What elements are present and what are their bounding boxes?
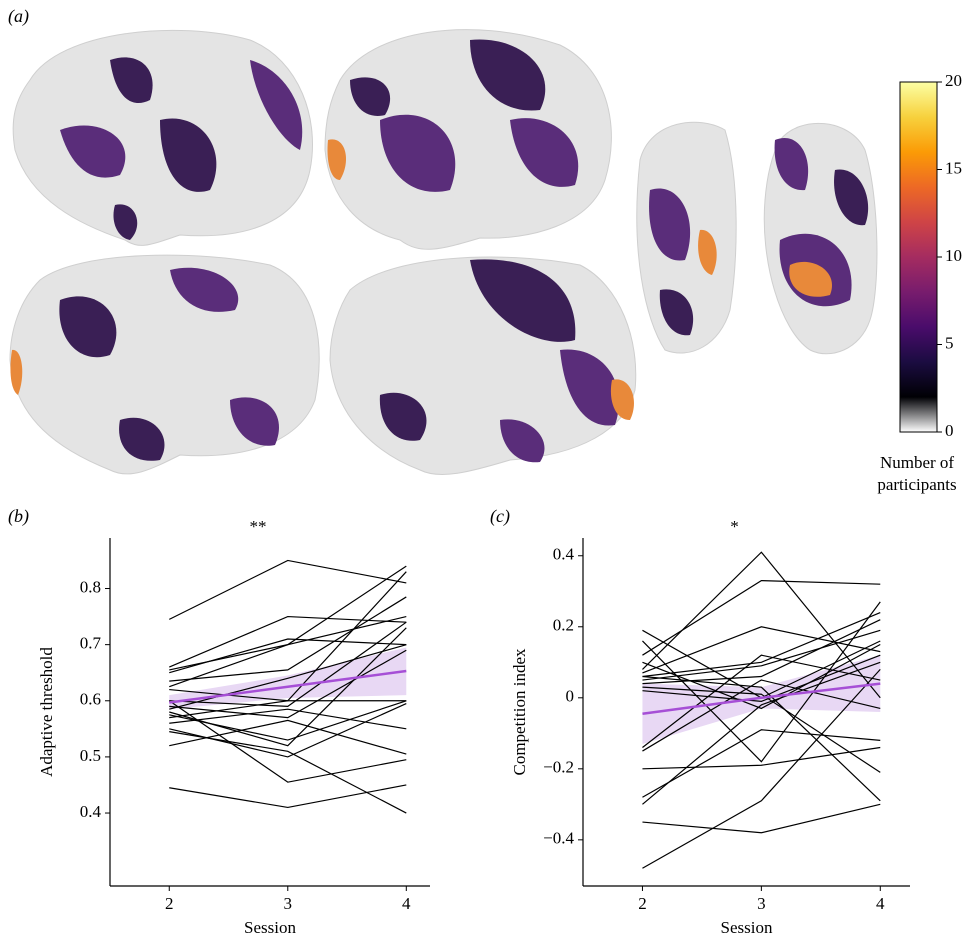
x-tick-label: 2	[638, 894, 647, 913]
colorbar-label: Number of participants	[858, 452, 969, 496]
brain-views	[10, 30, 877, 475]
participant-line	[642, 804, 880, 832]
x-axis-label: Session	[721, 918, 773, 937]
y-tick-label: 0.5	[80, 746, 101, 765]
panel-label: (b)	[8, 506, 29, 527]
panel-label: (c)	[490, 506, 510, 527]
significance: *	[730, 517, 739, 536]
participant-line	[169, 785, 406, 807]
x-axis-label: Session	[244, 918, 296, 937]
x-tick-label: 3	[284, 894, 293, 913]
x-tick-label: 3	[757, 894, 766, 913]
y-tick-label: 0.8	[80, 577, 101, 596]
significance: **	[250, 517, 267, 536]
colorbar-tick-label: 5	[945, 333, 954, 352]
figure: (a)05101520(b)**0.40.50.60.70.8234Sessio…	[0, 0, 969, 939]
colorbar-tick-label: 15	[945, 158, 962, 177]
y-tick-label: 0.4	[553, 545, 575, 564]
y-tick-label: 0.7	[80, 634, 102, 653]
colorbar	[900, 82, 937, 432]
participant-line	[642, 748, 880, 769]
colorbar-tick-label: 20	[945, 71, 962, 90]
y-axis-label: Competition index	[510, 648, 529, 776]
y-tick-label: 0.2	[553, 616, 574, 635]
x-tick-label: 4	[402, 894, 411, 913]
colorbar-tick-label: 10	[945, 246, 962, 265]
participant-line	[169, 704, 406, 757]
y-tick-label: −0.4	[543, 829, 574, 848]
y-axis-label: Adaptive threshold	[37, 647, 56, 777]
participant-line	[642, 730, 880, 797]
x-tick-label: 2	[165, 894, 174, 913]
panel-label: (a)	[8, 6, 29, 27]
colorbar-tick-label: 0	[945, 421, 954, 440]
y-tick-label: 0.4	[80, 802, 102, 821]
page: (a)05101520(b)**0.40.50.60.70.8234Sessio…	[0, 0, 969, 939]
y-tick-label: −0.2	[543, 758, 574, 777]
y-tick-label: 0.6	[80, 690, 101, 709]
x-tick-label: 4	[876, 894, 885, 913]
y-tick-label: 0	[566, 687, 575, 706]
